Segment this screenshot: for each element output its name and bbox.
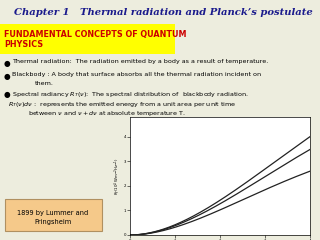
Text: ●: ●: [4, 59, 11, 68]
Text: $R_T$($\nu$)$d\nu$ :  represents the emitted energy from a unit area per unit ti: $R_T$($\nu$)$d\nu$ : represents the emit…: [8, 100, 236, 109]
Text: 1899 by Lummer and: 1899 by Lummer and: [17, 210, 89, 216]
Y-axis label: $R_T$(10$^4$ Wm$^{-2}$Hz$^{-1}$): $R_T$(10$^4$ Wm$^{-2}$Hz$^{-1}$): [112, 157, 122, 195]
Text: Thermal radiation:  The radiation emitted by a body as a result of temperature.: Thermal radiation: The radiation emitted…: [12, 59, 268, 64]
Text: Pringsheim: Pringsheim: [34, 219, 72, 225]
Text: PHYSICS: PHYSICS: [4, 40, 43, 49]
Text: Blackbody : A body that surface absorbs all the thermal radiation incident on: Blackbody : A body that surface absorbs …: [12, 72, 261, 77]
Text: FUNDAMENTAL CONCEPTS OF QUANTUM: FUNDAMENTAL CONCEPTS OF QUANTUM: [4, 30, 187, 39]
Text: them.: them.: [35, 81, 54, 86]
Text: Spectral radiancy $R_T$($\nu$):  The spectral distribution of  blackbody radiati: Spectral radiancy $R_T$($\nu$): The spec…: [12, 90, 249, 99]
Text: Chapter 1   Thermal radiation and Planck’s postulate: Chapter 1 Thermal radiation and Planck’s…: [14, 8, 313, 17]
Text: ●: ●: [4, 90, 11, 99]
FancyBboxPatch shape: [5, 199, 102, 231]
Bar: [0, 24, 175, 54]
Text: ●: ●: [4, 72, 11, 81]
Text: between $\nu$ and $\nu + d\nu$ at absolute temperature T.: between $\nu$ and $\nu + d\nu$ at absolu…: [28, 109, 186, 118]
